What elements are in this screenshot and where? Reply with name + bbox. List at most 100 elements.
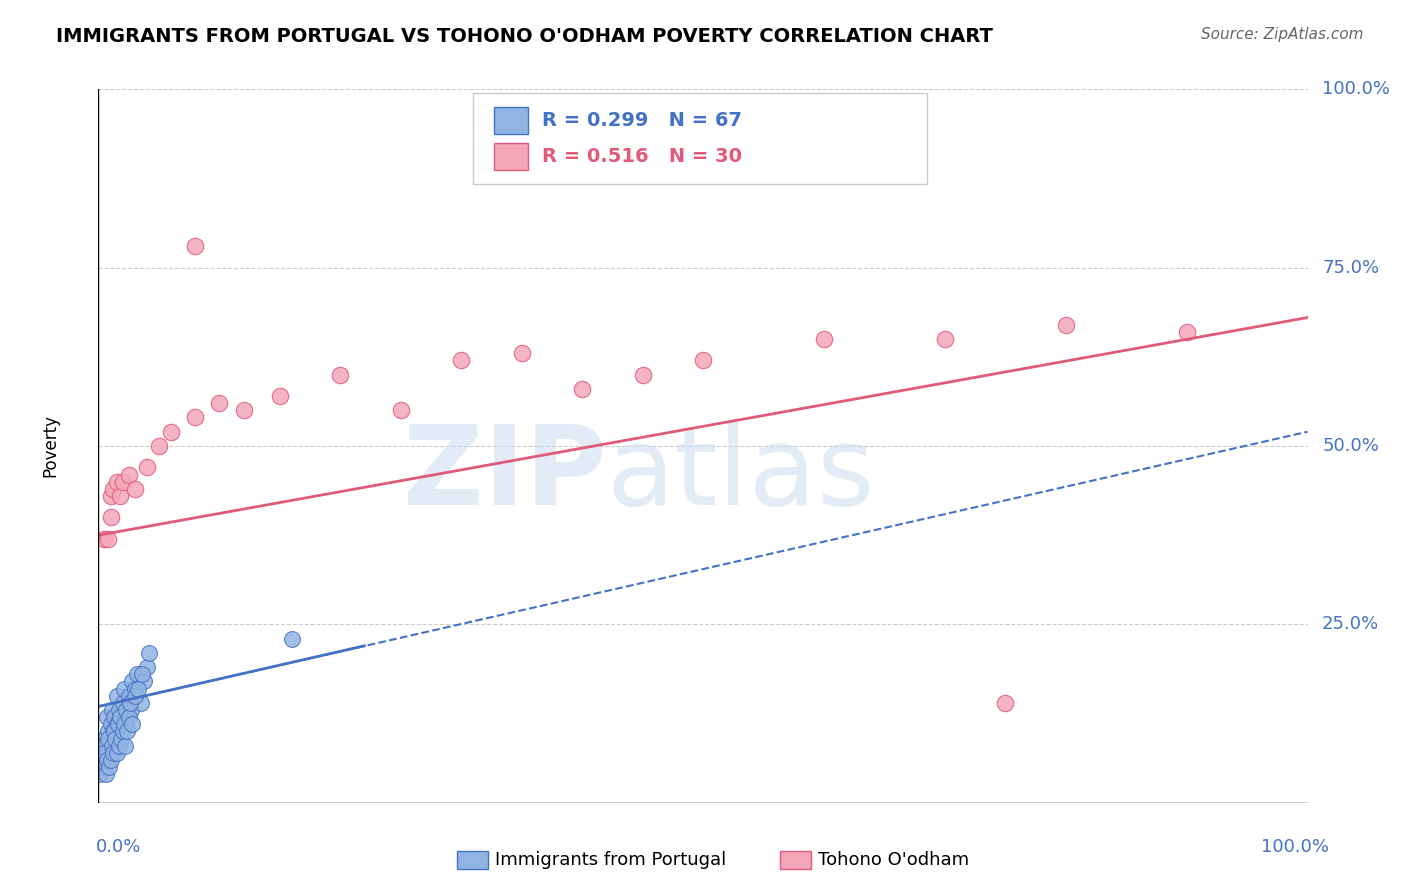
Point	[631, 368, 654, 382]
Point	[103, 710, 125, 724]
Point	[100, 717, 122, 731]
Point	[110, 731, 132, 746]
Point	[91, 753, 114, 767]
Point	[105, 746, 128, 760]
Point	[1054, 318, 1077, 332]
Point	[118, 696, 141, 710]
Text: Source: ZipAtlas.com: Source: ZipAtlas.com	[1201, 27, 1364, 42]
Point	[101, 731, 124, 746]
Point	[96, 710, 118, 724]
Text: 50.0%: 50.0%	[1322, 437, 1379, 455]
Point	[135, 660, 157, 674]
Point	[93, 731, 115, 746]
Point	[117, 724, 139, 739]
Point	[571, 382, 593, 396]
Point	[115, 717, 138, 731]
Point	[94, 767, 117, 781]
Point	[160, 425, 183, 439]
Point	[93, 532, 115, 546]
Point	[121, 674, 143, 689]
Point	[115, 703, 138, 717]
Point	[94, 739, 117, 753]
Point	[129, 696, 152, 710]
Point	[127, 667, 149, 681]
Point	[127, 681, 149, 696]
Point	[232, 403, 254, 417]
Point	[89, 760, 111, 774]
Point	[120, 703, 142, 717]
Point	[131, 667, 153, 681]
Point	[91, 739, 114, 753]
Text: Tohono O'odham: Tohono O'odham	[818, 851, 969, 869]
Point	[184, 239, 207, 253]
Point	[105, 475, 128, 489]
Point	[148, 439, 170, 453]
Point	[105, 689, 128, 703]
Point	[934, 332, 956, 346]
Point	[104, 739, 127, 753]
Point	[1175, 325, 1198, 339]
Point	[97, 724, 120, 739]
Point	[118, 467, 141, 482]
Point	[329, 368, 352, 382]
Point	[91, 760, 114, 774]
Point	[114, 710, 136, 724]
Point	[112, 681, 135, 696]
Point	[103, 724, 125, 739]
Point	[108, 710, 131, 724]
Text: IMMIGRANTS FROM PORTUGAL VS TOHONO O'ODHAM POVERTY CORRELATION CHART: IMMIGRANTS FROM PORTUGAL VS TOHONO O'ODH…	[56, 27, 993, 45]
Point	[134, 674, 156, 689]
Point	[114, 739, 136, 753]
Point	[124, 482, 146, 496]
Point	[111, 724, 134, 739]
Point	[91, 746, 114, 760]
Bar	[494, 107, 527, 134]
Point	[994, 696, 1017, 710]
Point	[389, 403, 412, 417]
Point	[101, 746, 124, 760]
Point	[100, 703, 122, 717]
Point	[100, 739, 122, 753]
Point	[184, 410, 207, 425]
Point	[124, 689, 146, 703]
Bar	[494, 143, 527, 169]
Text: R = 0.516   N = 30: R = 0.516 N = 30	[543, 147, 742, 166]
Point	[98, 760, 121, 774]
Point	[93, 746, 115, 760]
Point	[118, 689, 141, 703]
Text: atlas: atlas	[606, 421, 875, 528]
Point	[97, 731, 120, 746]
Point	[89, 767, 111, 781]
Point	[692, 353, 714, 368]
Point	[135, 460, 157, 475]
Point	[91, 760, 114, 774]
Point	[118, 710, 141, 724]
Point	[93, 753, 115, 767]
Point	[100, 510, 122, 524]
Point	[138, 646, 160, 660]
Point	[269, 389, 291, 403]
Point	[112, 717, 135, 731]
Point	[100, 489, 122, 503]
Point	[111, 696, 134, 710]
Text: 100.0%: 100.0%	[1322, 80, 1391, 98]
Point	[510, 346, 533, 360]
Point	[281, 632, 304, 646]
Text: Immigrants from Portugal: Immigrants from Portugal	[495, 851, 725, 869]
Text: ZIP: ZIP	[404, 421, 606, 528]
Point	[97, 532, 120, 546]
Point	[107, 731, 129, 746]
Point	[124, 681, 146, 696]
Point	[90, 739, 112, 753]
Point	[96, 753, 118, 767]
Point	[101, 724, 124, 739]
Point	[105, 717, 128, 731]
Point	[107, 717, 129, 731]
FancyBboxPatch shape	[474, 93, 927, 184]
Point	[108, 489, 131, 503]
Point	[108, 739, 131, 753]
Point	[100, 739, 122, 753]
Text: 25.0%: 25.0%	[1322, 615, 1379, 633]
Point	[100, 753, 122, 767]
Point	[813, 332, 835, 346]
